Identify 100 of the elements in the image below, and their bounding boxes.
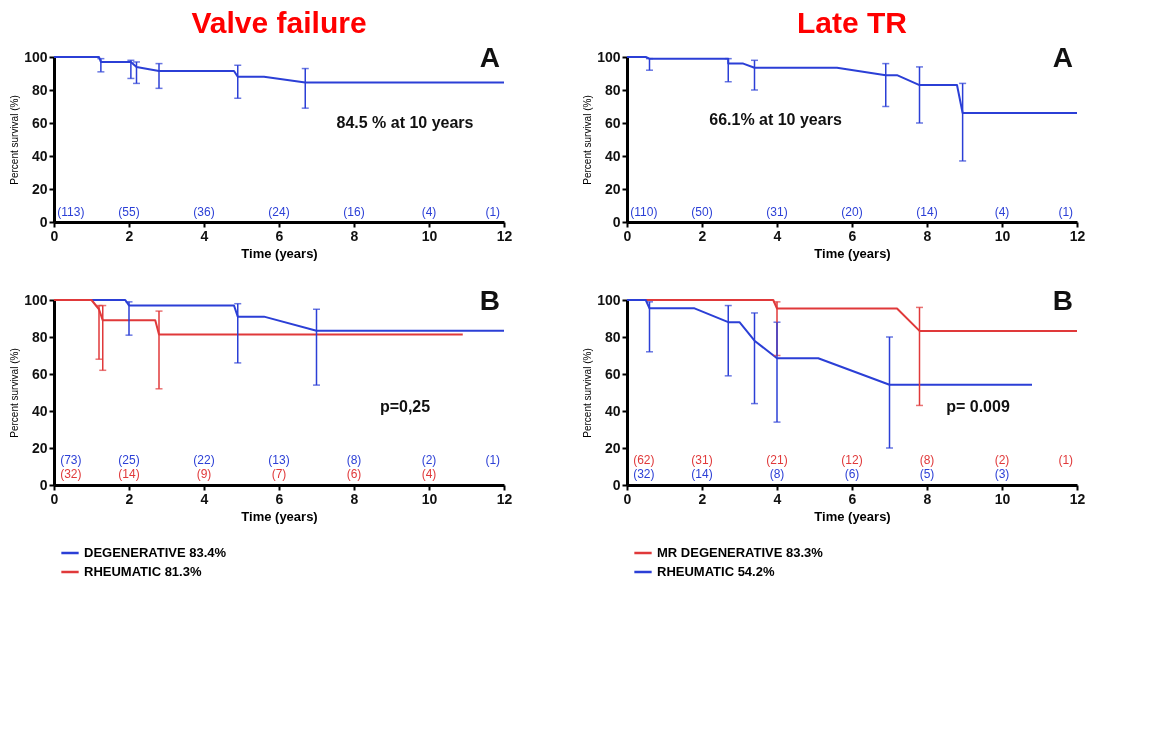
y-tick-label: 100 bbox=[24, 48, 48, 65]
y-axis-title: Percent survival (%) bbox=[9, 348, 21, 438]
x-tick-label: 10 bbox=[994, 227, 1011, 244]
annotation: (9) bbox=[196, 466, 212, 481]
x-tick-label: 4 bbox=[200, 490, 209, 507]
chart-title: Valve failure bbox=[191, 6, 367, 39]
annotation: (1) bbox=[485, 453, 501, 468]
annotation: (21) bbox=[766, 453, 788, 468]
x-tick-label: 2 bbox=[125, 227, 134, 244]
annotation: (6) bbox=[844, 466, 860, 481]
annotation: (4) bbox=[421, 466, 437, 481]
y-tick-label: 60 bbox=[31, 114, 48, 131]
x-tick-label: 12 bbox=[496, 227, 513, 244]
x-axis-title: Time (years) bbox=[241, 508, 318, 524]
x-tick-label: 8 bbox=[923, 490, 932, 507]
annotation: (32) bbox=[633, 466, 655, 481]
annotation: (16) bbox=[343, 205, 365, 220]
x-tick-label: 2 bbox=[125, 490, 134, 507]
annotation: (36) bbox=[193, 205, 215, 220]
annotation: B bbox=[479, 285, 500, 316]
annotation: (12) bbox=[841, 453, 863, 468]
x-tick-label: 12 bbox=[1069, 227, 1086, 244]
x-tick-label: 12 bbox=[496, 490, 513, 507]
annotation: (2) bbox=[994, 453, 1010, 468]
annotation: (31) bbox=[691, 453, 713, 468]
x-tick-label: 8 bbox=[923, 227, 932, 244]
y-tick-label: 20 bbox=[31, 180, 48, 197]
y-axis-title: Percent survival (%) bbox=[582, 348, 594, 438]
y-tick-label: 100 bbox=[597, 291, 621, 308]
y-tick-label: 0 bbox=[39, 213, 48, 230]
annotation: (31) bbox=[766, 205, 788, 220]
x-tick-label: 10 bbox=[421, 227, 438, 244]
annotation: (32) bbox=[60, 466, 82, 481]
x-tick-label: 0 bbox=[623, 490, 632, 507]
annotation: (20) bbox=[841, 205, 863, 220]
y-tick-label: 20 bbox=[604, 180, 621, 197]
y-tick-label: 80 bbox=[604, 81, 621, 98]
annotation: (73) bbox=[60, 453, 82, 468]
annotation: (8) bbox=[919, 453, 935, 468]
y-tick-label: 80 bbox=[31, 328, 48, 345]
y-tick-label: 20 bbox=[604, 439, 621, 456]
annotation: (14) bbox=[691, 466, 713, 481]
y-tick-label: 40 bbox=[31, 402, 48, 419]
x-tick-label: 12 bbox=[1069, 490, 1086, 507]
x-tick-label: 4 bbox=[200, 227, 209, 244]
x-axis-title: Time (years) bbox=[814, 508, 891, 524]
y-tick-label: 100 bbox=[597, 48, 621, 65]
annotation: p= 0.009 bbox=[946, 398, 1010, 416]
y-tick-label: 40 bbox=[604, 402, 621, 419]
x-tick-label: 4 bbox=[773, 227, 782, 244]
annotation: B bbox=[1052, 285, 1073, 316]
annotation: (55) bbox=[118, 205, 140, 220]
x-tick-label: 10 bbox=[421, 490, 438, 507]
annotation: (7) bbox=[271, 466, 287, 481]
x-tick-label: 8 bbox=[350, 490, 359, 507]
annotation: (22) bbox=[193, 453, 215, 468]
y-tick-label: 20 bbox=[31, 439, 48, 456]
x-tick-label: 10 bbox=[994, 490, 1011, 507]
y-tick-label: 40 bbox=[604, 147, 621, 164]
legend-label: RHEUMATIC 81.3% bbox=[84, 564, 202, 579]
x-tick-label: 4 bbox=[773, 490, 782, 507]
annotation: (4) bbox=[994, 205, 1010, 220]
annotation: (13) bbox=[268, 453, 290, 468]
annotation: (1) bbox=[485, 205, 501, 220]
annotation: (62) bbox=[633, 453, 655, 468]
y-tick-label: 60 bbox=[604, 365, 621, 382]
annotation: (8) bbox=[346, 453, 362, 468]
x-tick-label: 6 bbox=[848, 490, 857, 507]
x-tick-label: 2 bbox=[698, 490, 707, 507]
x-tick-label: 6 bbox=[275, 227, 284, 244]
annotation: (1) bbox=[1058, 205, 1074, 220]
annotation: (25) bbox=[118, 453, 140, 468]
annotation: p=0,25 bbox=[379, 398, 431, 416]
annotation: A bbox=[1052, 42, 1073, 73]
x-axis-title: Time (years) bbox=[241, 245, 318, 261]
y-tick-label: 0 bbox=[612, 476, 621, 493]
annotation: (113) bbox=[57, 205, 85, 220]
legend-label: RHEUMATIC 54.2% bbox=[657, 564, 775, 579]
y-tick-label: 60 bbox=[31, 365, 48, 382]
annotation: (14) bbox=[916, 205, 938, 220]
x-tick-label: 6 bbox=[848, 227, 857, 244]
x-tick-label: 0 bbox=[623, 227, 632, 244]
y-tick-label: 80 bbox=[604, 328, 621, 345]
y-tick-label: 0 bbox=[39, 476, 48, 493]
legend-label: MR DEGENERATIVE 83.3% bbox=[657, 545, 824, 560]
y-axis-title: Percent survival (%) bbox=[582, 95, 594, 185]
x-tick-label: 2 bbox=[698, 227, 707, 244]
annotation: (110) bbox=[630, 205, 658, 220]
x-tick-label: 0 bbox=[50, 490, 59, 507]
x-axis-title: Time (years) bbox=[814, 245, 891, 261]
annotation: 66.1% at 10 years bbox=[709, 110, 842, 128]
y-tick-label: 0 bbox=[612, 213, 621, 230]
x-tick-label: 8 bbox=[350, 227, 359, 244]
annotation: (14) bbox=[118, 466, 140, 481]
x-tick-label: 0 bbox=[50, 227, 59, 244]
legend-label: DEGENERATIVE 83.4% bbox=[84, 545, 227, 560]
y-tick-label: 80 bbox=[31, 81, 48, 98]
annotation: A bbox=[479, 42, 500, 73]
annotation: (2) bbox=[421, 453, 437, 468]
annotation: (6) bbox=[346, 466, 362, 481]
